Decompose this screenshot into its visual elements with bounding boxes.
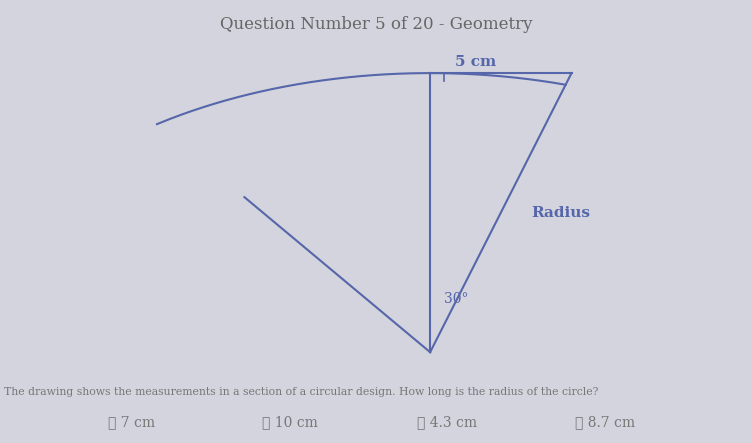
Text: Radius: Radius	[531, 206, 590, 220]
Text: Question Number 5 of 20 - Geometry: Question Number 5 of 20 - Geometry	[220, 16, 532, 32]
Text: 5 cm: 5 cm	[455, 55, 496, 69]
Text: 30°: 30°	[444, 292, 468, 306]
Text: ⓛ 4.3 cm: ⓛ 4.3 cm	[417, 415, 478, 429]
Text: ⓓ 8.7 cm: ⓓ 8.7 cm	[575, 415, 635, 429]
Text: ⓟ 7 cm: ⓟ 7 cm	[108, 415, 155, 429]
Text: ⓓ 10 cm: ⓓ 10 cm	[262, 415, 317, 429]
Text: The drawing shows the measurements in a section of a circular design. How long i: The drawing shows the measurements in a …	[4, 387, 598, 397]
